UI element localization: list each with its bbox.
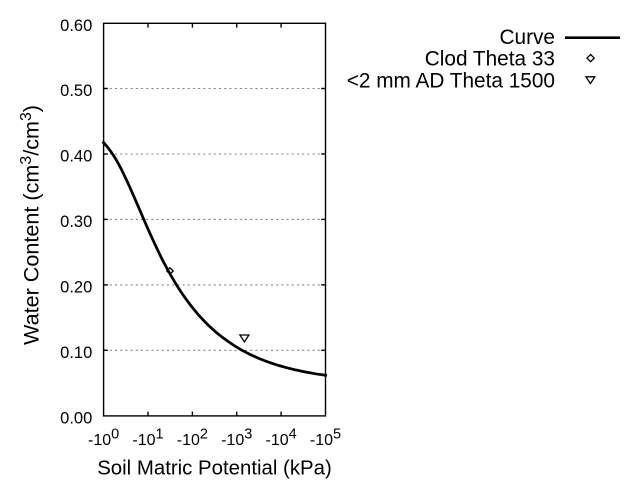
svg-text:Curve: Curve: [500, 26, 555, 49]
svg-text:0.30: 0.30: [60, 213, 92, 231]
svg-text:0.50: 0.50: [60, 82, 92, 100]
svg-text:Soil Matric Potential (kPa): Soil Matric Potential (kPa): [97, 458, 332, 480]
svg-text:0.40: 0.40: [60, 148, 92, 166]
svg-text:Water Content (cm3/cm3): Water Content (cm3/cm3): [18, 105, 44, 345]
svg-text:Clod Theta 33: Clod Theta 33: [425, 48, 555, 71]
svg-text:0.20: 0.20: [60, 278, 92, 296]
svg-text:0.60: 0.60: [60, 17, 92, 35]
svg-text:0.10: 0.10: [60, 344, 92, 362]
svg-text:<2 mm AD Theta 1500: <2 mm AD Theta 1500: [347, 69, 555, 92]
svg-text:0.00: 0.00: [60, 409, 92, 427]
